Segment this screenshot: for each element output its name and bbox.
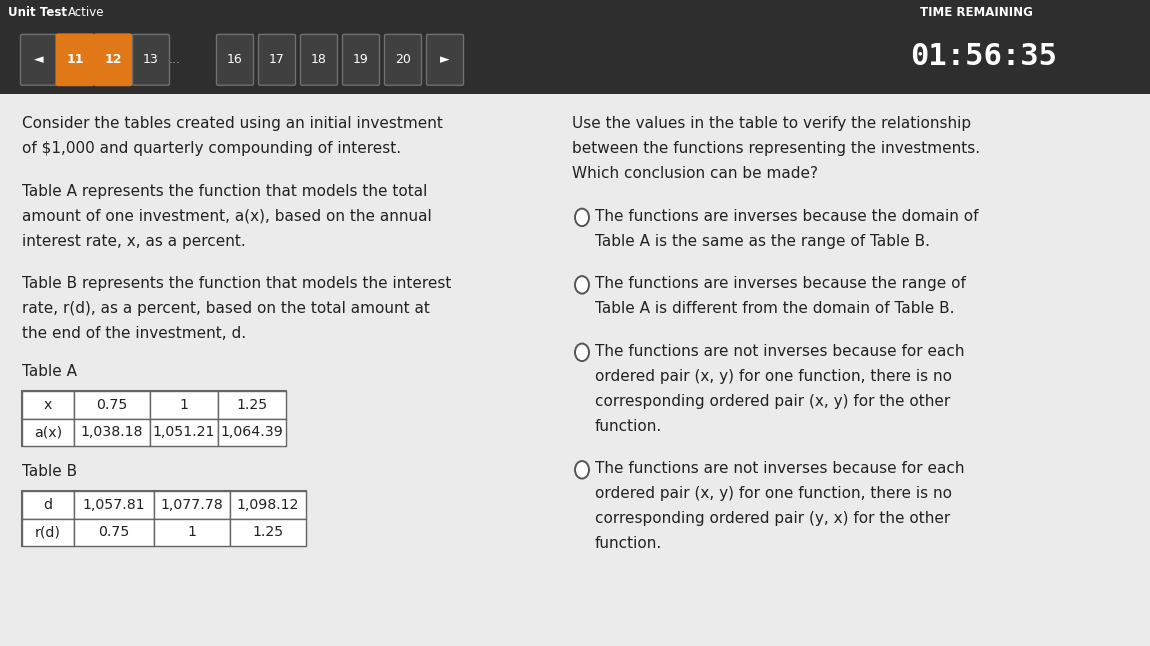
- Bar: [230, 491, 306, 519]
- Text: of $1,000 and quarterly compounding of interest.: of $1,000 and quarterly compounding of i…: [22, 141, 401, 156]
- Text: 19: 19: [353, 53, 369, 67]
- Text: 1,051.21: 1,051.21: [153, 425, 215, 439]
- Text: The functions are inverses because the domain of: The functions are inverses because the d…: [595, 209, 979, 224]
- Text: Table A is the same as the range of Table B.: Table A is the same as the range of Tabl…: [595, 234, 930, 249]
- Text: r(d): r(d): [34, 525, 61, 539]
- Text: between the functions representing the investments.: between the functions representing the i…: [572, 141, 980, 156]
- Text: rate, r(d), as a percent, based on the total amount at: rate, r(d), as a percent, based on the t…: [22, 301, 430, 316]
- Bar: [154, 491, 230, 519]
- Bar: [150, 391, 218, 419]
- Text: 1,077.78: 1,077.78: [161, 498, 223, 512]
- Text: ►: ►: [440, 53, 450, 67]
- FancyBboxPatch shape: [300, 34, 337, 85]
- FancyBboxPatch shape: [94, 34, 131, 85]
- Text: 12: 12: [105, 53, 122, 67]
- Text: 18: 18: [310, 53, 327, 67]
- Text: 17: 17: [269, 53, 285, 67]
- Text: 1,057.81: 1,057.81: [83, 498, 145, 512]
- Text: 1: 1: [179, 398, 189, 412]
- Text: TIME REMAINING: TIME REMAINING: [920, 6, 1033, 19]
- Circle shape: [575, 209, 589, 226]
- Text: 1.25: 1.25: [237, 398, 268, 412]
- Text: 1,098.12: 1,098.12: [237, 498, 299, 512]
- Text: interest rate, x, as a percent.: interest rate, x, as a percent.: [22, 234, 246, 249]
- Text: 0.75: 0.75: [98, 525, 130, 539]
- Text: function.: function.: [595, 419, 662, 433]
- Text: corresponding ordered pair (y, x) for the other: corresponding ordered pair (y, x) for th…: [595, 511, 950, 526]
- Bar: [22, 519, 74, 546]
- Bar: [74, 391, 150, 419]
- Text: amount of one investment, a(x), based on the annual: amount of one investment, a(x), based on…: [22, 209, 431, 224]
- Text: Which conclusion can be made?: Which conclusion can be made?: [572, 166, 818, 181]
- Bar: [74, 419, 150, 446]
- FancyBboxPatch shape: [132, 34, 169, 85]
- Bar: [230, 519, 306, 546]
- Text: 1,064.39: 1,064.39: [221, 425, 283, 439]
- FancyBboxPatch shape: [56, 34, 93, 85]
- FancyBboxPatch shape: [427, 34, 463, 85]
- Circle shape: [575, 461, 589, 479]
- Text: ordered pair (x, y) for one function, there is no: ordered pair (x, y) for one function, th…: [595, 486, 952, 501]
- Text: Use the values in the table to verify the relationship: Use the values in the table to verify th…: [572, 116, 971, 131]
- Text: The functions are inverses because the range of: The functions are inverses because the r…: [595, 276, 966, 291]
- Bar: [22, 419, 74, 446]
- Circle shape: [575, 344, 589, 361]
- Bar: [74, 519, 154, 546]
- Bar: [22, 491, 74, 519]
- Bar: [218, 391, 286, 419]
- FancyBboxPatch shape: [216, 34, 253, 85]
- Text: 1.25: 1.25: [252, 525, 284, 539]
- Text: Table B represents the function that models the interest: Table B represents the function that mod…: [22, 276, 451, 291]
- Text: x: x: [44, 398, 52, 412]
- Text: ordered pair (x, y) for one function, there is no: ordered pair (x, y) for one function, th…: [595, 369, 952, 384]
- Text: Table A represents the function that models the total: Table A represents the function that mod…: [22, 183, 428, 198]
- Text: function.: function.: [595, 536, 662, 551]
- Text: 20: 20: [396, 53, 411, 67]
- Text: Table B: Table B: [22, 464, 77, 479]
- Text: 0.75: 0.75: [97, 398, 128, 412]
- FancyBboxPatch shape: [343, 34, 380, 85]
- FancyBboxPatch shape: [259, 34, 296, 85]
- Text: Consider the tables created using an initial investment: Consider the tables created using an ini…: [22, 116, 443, 131]
- Bar: [22, 391, 286, 446]
- Text: ◄: ◄: [34, 53, 44, 67]
- Text: 11: 11: [67, 53, 84, 67]
- Text: Table A: Table A: [22, 364, 77, 379]
- Text: The functions are not inverses because for each: The functions are not inverses because f…: [595, 344, 965, 359]
- Text: a(x): a(x): [34, 425, 62, 439]
- Bar: [150, 419, 218, 446]
- Text: 1: 1: [187, 525, 197, 539]
- Bar: [22, 391, 74, 419]
- Bar: [74, 491, 154, 519]
- Text: The functions are not inverses because for each: The functions are not inverses because f…: [595, 461, 965, 476]
- Text: 1,038.18: 1,038.18: [81, 425, 144, 439]
- Text: 13: 13: [143, 53, 159, 67]
- Bar: [154, 519, 230, 546]
- Bar: [218, 419, 286, 446]
- Text: Unit Test: Unit Test: [8, 6, 67, 19]
- Text: Table A is different from the domain of Table B.: Table A is different from the domain of …: [595, 301, 954, 316]
- FancyBboxPatch shape: [384, 34, 422, 85]
- Circle shape: [575, 276, 589, 294]
- Text: ...: ...: [169, 53, 181, 67]
- Text: 01:56:35: 01:56:35: [910, 42, 1057, 71]
- Text: 16: 16: [228, 53, 243, 67]
- FancyBboxPatch shape: [21, 34, 58, 85]
- Bar: [22, 491, 306, 546]
- Text: the end of the investment, d.: the end of the investment, d.: [22, 326, 246, 341]
- Text: Active: Active: [68, 6, 105, 19]
- Text: d: d: [44, 498, 53, 512]
- Text: corresponding ordered pair (x, y) for the other: corresponding ordered pair (x, y) for th…: [595, 393, 950, 408]
